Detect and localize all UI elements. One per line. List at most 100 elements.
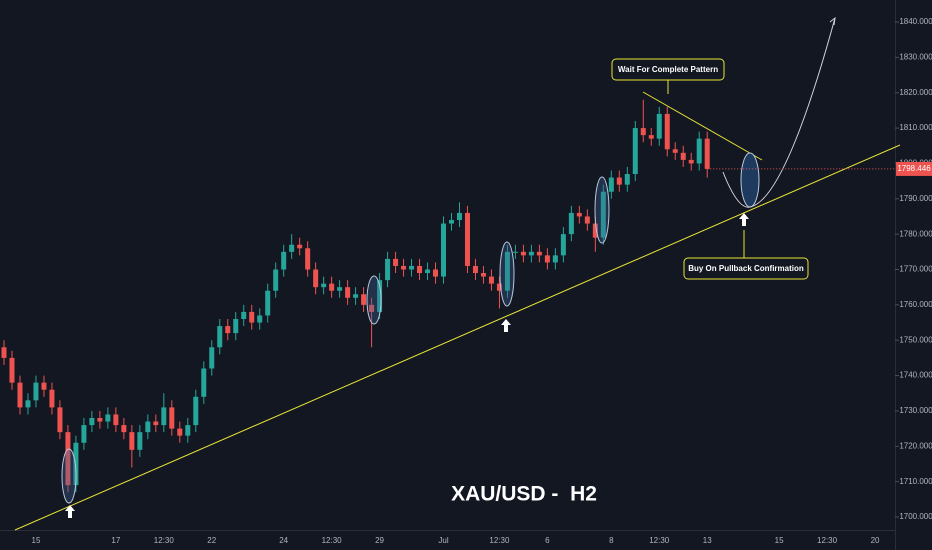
x-tick-label: 15 bbox=[32, 536, 41, 545]
candle-body bbox=[329, 283, 335, 291]
candle-body bbox=[369, 304, 375, 312]
candle-body bbox=[528, 251, 534, 256]
candle-body bbox=[441, 223, 447, 277]
candle-body bbox=[33, 382, 39, 401]
candle-body bbox=[345, 287, 351, 298]
candle-body bbox=[193, 396, 199, 426]
candle-body bbox=[592, 223, 598, 238]
candle-body bbox=[313, 269, 319, 288]
candle-body bbox=[464, 212, 470, 266]
x-tick-label: 8 bbox=[609, 536, 614, 545]
candle-body bbox=[640, 128, 646, 136]
candle-body bbox=[153, 421, 159, 426]
candle-body bbox=[185, 425, 191, 436]
candle-body bbox=[568, 212, 574, 235]
annotation-box bbox=[683, 257, 809, 280]
candle-body bbox=[337, 287, 343, 291]
candle-body bbox=[409, 265, 415, 270]
candle-body bbox=[664, 113, 670, 150]
candle-body bbox=[401, 265, 407, 270]
ellipse bbox=[740, 152, 760, 208]
candle-body bbox=[297, 244, 303, 249]
candle-body bbox=[624, 174, 630, 185]
y-tick-label: 1740.000 bbox=[899, 371, 932, 380]
y-tick-label: 1790.000 bbox=[899, 194, 932, 203]
x-tick-label: 29 bbox=[375, 536, 384, 545]
candle-body bbox=[632, 128, 638, 175]
candle-body bbox=[480, 273, 486, 277]
x-tick-label: 15 bbox=[775, 536, 784, 545]
candle-body bbox=[273, 269, 279, 291]
x-tick-label: 6 bbox=[545, 536, 550, 545]
annotation: Buy On Pullback Confirmation bbox=[688, 264, 804, 273]
candle-body bbox=[648, 135, 654, 139]
candle-body bbox=[121, 425, 127, 433]
candle-body bbox=[456, 212, 462, 220]
up-arrow bbox=[501, 319, 511, 332]
candle-body bbox=[584, 216, 590, 224]
candle-body bbox=[65, 432, 71, 486]
candle-body bbox=[576, 212, 582, 217]
candle-body bbox=[241, 311, 247, 319]
candle-body bbox=[600, 191, 606, 238]
candle-body bbox=[129, 432, 135, 450]
candle-body bbox=[353, 294, 359, 298]
x-tick-label: 12:30 bbox=[817, 536, 838, 545]
candle-body bbox=[41, 382, 47, 390]
candle-body bbox=[289, 244, 295, 252]
candle-body bbox=[656, 113, 662, 139]
candle-body bbox=[97, 418, 103, 422]
x-tick-label: 13 bbox=[703, 536, 712, 545]
annotation-box bbox=[611, 58, 725, 81]
candle-body bbox=[433, 269, 439, 277]
y-tick-label: 1810.000 bbox=[899, 123, 932, 132]
candle-body bbox=[25, 400, 31, 408]
candle-body bbox=[672, 149, 678, 153]
candle-body bbox=[393, 258, 399, 266]
x-tick-label: 12:30 bbox=[154, 536, 175, 545]
candle-body bbox=[17, 382, 23, 408]
y-tick-label: 1760.000 bbox=[899, 300, 932, 309]
x-tick-label: 20 bbox=[871, 536, 880, 545]
trendline bbox=[14, 144, 901, 531]
candle-body bbox=[680, 152, 686, 160]
candle-body bbox=[425, 269, 431, 274]
candle-body bbox=[688, 159, 694, 164]
y-tick-label: 1770.000 bbox=[899, 265, 932, 274]
candle-body bbox=[137, 432, 143, 450]
ellipse bbox=[594, 176, 610, 244]
candle-body bbox=[1, 347, 7, 358]
candle-body bbox=[361, 294, 367, 305]
x-tick-label: 22 bbox=[207, 536, 216, 545]
candle-body bbox=[448, 220, 454, 224]
candle-body bbox=[9, 357, 15, 383]
resistance-line bbox=[642, 91, 763, 161]
candle-body bbox=[560, 234, 566, 256]
candle-body bbox=[504, 251, 510, 291]
candle-body bbox=[305, 248, 311, 270]
annotation: Wait For Complete Pattern bbox=[618, 65, 718, 74]
y-tick-label: 1830.000 bbox=[899, 52, 932, 61]
ellipse bbox=[499, 241, 515, 307]
candle-body bbox=[49, 389, 55, 408]
candle-body bbox=[145, 421, 151, 433]
candle-body bbox=[81, 425, 87, 443]
candle-body bbox=[385, 258, 391, 281]
x-tick-label: 24 bbox=[279, 536, 288, 545]
candle-body bbox=[177, 428, 183, 436]
candle-body bbox=[704, 138, 710, 169]
projection-curve bbox=[722, 17, 836, 208]
up-arrow bbox=[739, 213, 749, 226]
candle-body bbox=[209, 347, 215, 369]
x-tick-label: 12:30 bbox=[649, 536, 670, 545]
highlights bbox=[61, 152, 760, 504]
candle-body bbox=[113, 414, 119, 426]
candle-body bbox=[552, 255, 558, 263]
candle-body bbox=[281, 251, 287, 270]
candles bbox=[1, 99, 710, 493]
chart-title: XAU/USD - H2 bbox=[451, 483, 597, 506]
candle-body bbox=[225, 326, 231, 334]
arrows bbox=[65, 213, 749, 518]
candle-body bbox=[608, 177, 614, 192]
